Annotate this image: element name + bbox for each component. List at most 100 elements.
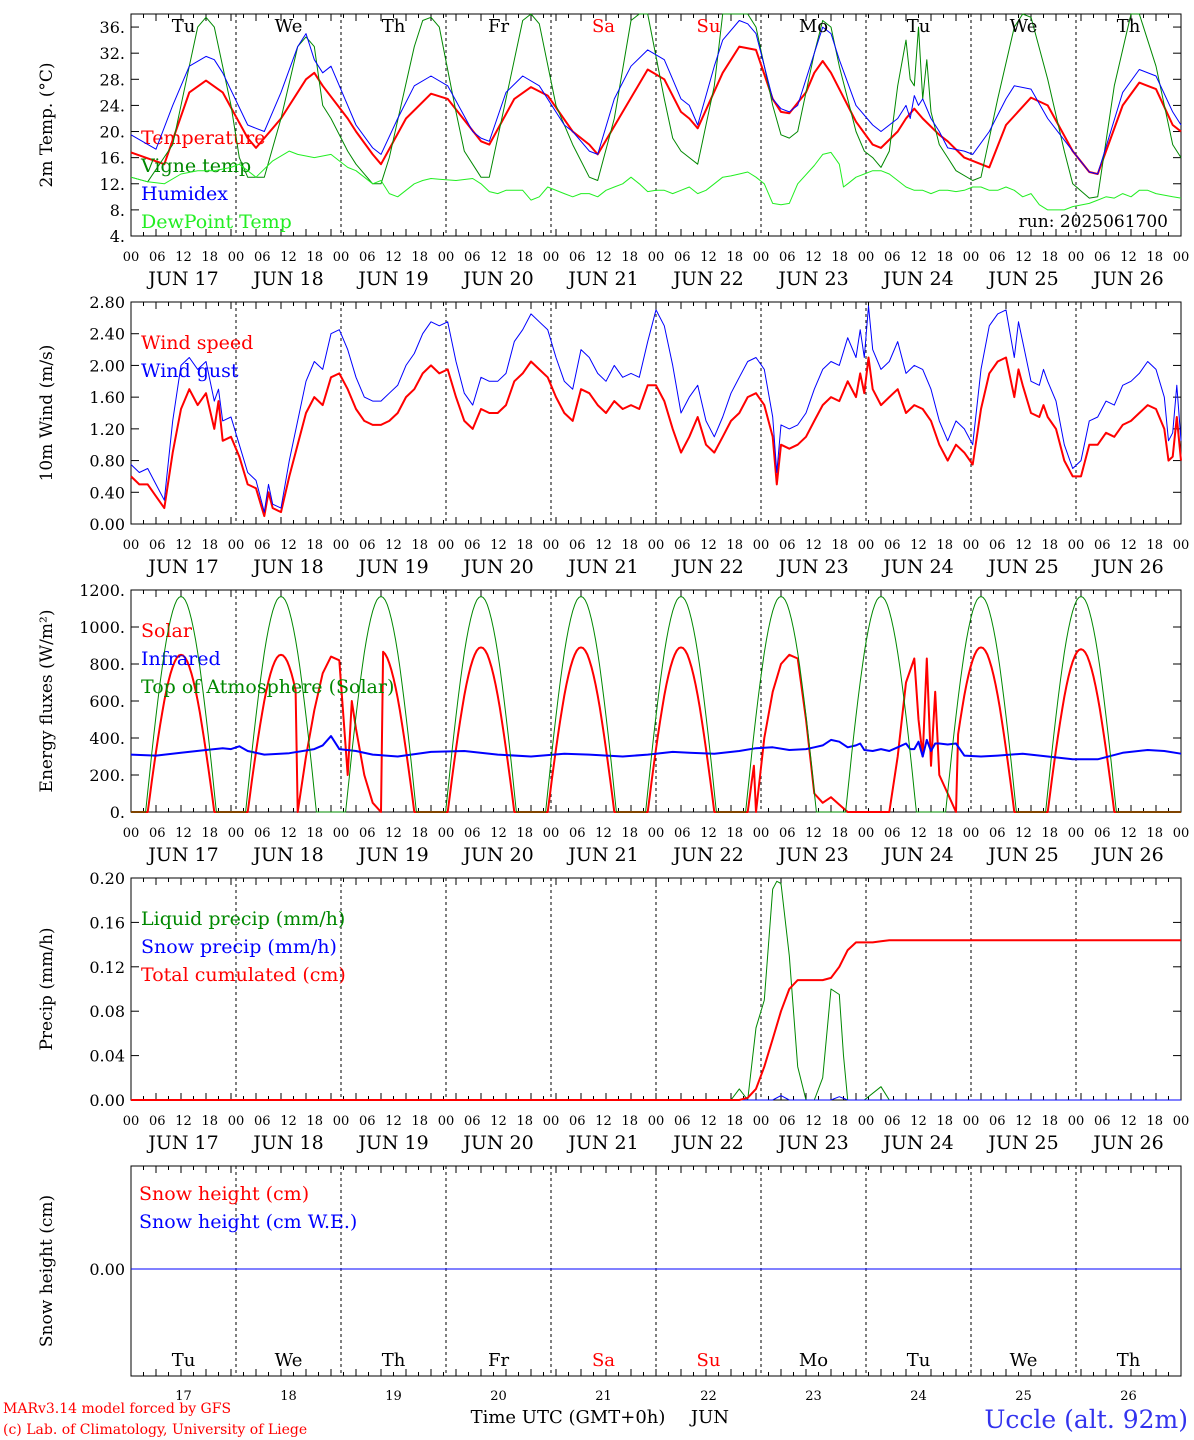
legend-entry: Snow precip (mm/h) bbox=[141, 936, 337, 958]
hour-tick-label: 12 bbox=[910, 826, 927, 841]
day-number-label: 18 bbox=[280, 1389, 297, 1404]
date-label: JUN 25 bbox=[986, 268, 1058, 290]
hour-tick-label: 00 bbox=[753, 250, 770, 265]
footer-model-line: MARv3.14 model forced by GFS bbox=[3, 1401, 231, 1417]
hour-tick-label: 06 bbox=[464, 538, 481, 553]
y-tick-label: 0.00 bbox=[89, 1091, 125, 1110]
hour-tick-label: 00 bbox=[333, 538, 350, 553]
hour-tick-label: 06 bbox=[569, 538, 586, 553]
series-line-wind-speed bbox=[130, 356, 1182, 518]
day-number-label: 23 bbox=[805, 1389, 822, 1404]
hour-tick-label: 06 bbox=[989, 826, 1006, 841]
y-tick-label: 2.80 bbox=[89, 293, 125, 312]
hour-tick-label: 06 bbox=[254, 826, 271, 841]
date-label: JUN 17 bbox=[146, 556, 218, 578]
y-tick-label: 0.40 bbox=[89, 483, 125, 502]
y-tick-label: 0.08 bbox=[89, 1002, 125, 1021]
hour-tick-label: 12 bbox=[910, 250, 927, 265]
y-tick-label: 8. bbox=[110, 201, 125, 220]
hour-tick-label: 06 bbox=[884, 826, 901, 841]
hour-tick-label: 06 bbox=[1094, 1114, 1111, 1129]
hour-tick-label: 18 bbox=[1146, 538, 1163, 553]
hour-tick-label: 12 bbox=[805, 538, 822, 553]
date-label: JUN 23 bbox=[776, 1132, 848, 1154]
date-label: JUN 23 bbox=[776, 844, 848, 866]
date-label: JUN 22 bbox=[671, 268, 743, 290]
hour-tick-label: 00 bbox=[858, 826, 875, 841]
hour-tick-label: 00 bbox=[123, 538, 140, 553]
hour-tick-label: 12 bbox=[700, 538, 717, 553]
hour-tick-label: 18 bbox=[306, 250, 323, 265]
hour-tick-label: 06 bbox=[779, 250, 796, 265]
date-label: JUN 18 bbox=[251, 1132, 323, 1154]
date-label: JUN 24 bbox=[881, 1132, 953, 1154]
day-name-label: Fr bbox=[488, 16, 509, 37]
date-label: JUN 17 bbox=[146, 1132, 218, 1154]
hour-tick-label: 06 bbox=[1094, 250, 1111, 265]
hour-tick-label: 06 bbox=[464, 250, 481, 265]
hour-tick-label: 06 bbox=[989, 1114, 1006, 1129]
hour-tick-label: 12 bbox=[385, 538, 402, 553]
day-name-label: Tu bbox=[172, 16, 196, 37]
hour-tick-label: 12 bbox=[175, 1114, 192, 1129]
hour-tick-label: 00 bbox=[543, 538, 560, 553]
hour-tick-label: 06 bbox=[674, 826, 691, 841]
hour-tick-label: 18 bbox=[621, 826, 638, 841]
y-axis-label: Precip (mm/h) bbox=[37, 927, 57, 1050]
day-number-label: 25 bbox=[1015, 1389, 1032, 1404]
date-label: JUN 19 bbox=[356, 1132, 428, 1154]
hour-tick-label: 06 bbox=[149, 1114, 166, 1129]
legend-entry: Temperature bbox=[141, 127, 265, 149]
legend-entry: Solar bbox=[141, 620, 193, 642]
hour-tick-label: 12 bbox=[175, 538, 192, 553]
hour-tick-label: 00 bbox=[1173, 826, 1190, 841]
hour-tick-label: 12 bbox=[700, 1114, 717, 1129]
day-name-label: We bbox=[275, 16, 303, 37]
series-line-solar bbox=[131, 646, 1181, 813]
hour-tick-label: 00 bbox=[1068, 250, 1085, 265]
hour-tick-label: 06 bbox=[1094, 538, 1111, 553]
hour-tick-label: 12 bbox=[700, 826, 717, 841]
chart-panel-4: 0.00 0.04 0.08 0.12 0.16 0.20 Precip (mm/h) Liq… bbox=[37, 869, 1189, 1154]
hour-tick-label: 00 bbox=[438, 250, 455, 265]
hour-tick-label: 18 bbox=[411, 538, 428, 553]
hour-tick-label: 06 bbox=[359, 538, 376, 553]
hour-tick-label: 00 bbox=[753, 826, 770, 841]
date-label: JUN 21 bbox=[566, 844, 638, 866]
hour-tick-label: 06 bbox=[359, 826, 376, 841]
date-label: JUN 20 bbox=[461, 844, 533, 866]
y-tick-label: 1.60 bbox=[89, 388, 125, 407]
date-label: JUN 19 bbox=[356, 556, 428, 578]
y-tick-label: 1.20 bbox=[89, 420, 125, 439]
hour-tick-label: 12 bbox=[490, 826, 507, 841]
legend-entry: Top of Atmosphere (Solar) bbox=[141, 676, 394, 698]
date-label: JUN 17 bbox=[146, 268, 218, 290]
day-number-label: 24 bbox=[910, 1389, 927, 1404]
hour-tick-label: 18 bbox=[201, 1114, 218, 1129]
y-tick-label: 0.04 bbox=[89, 1047, 125, 1066]
series-line-vigne-temp bbox=[130, 13, 1182, 199]
series-line-infrared bbox=[130, 735, 1182, 761]
hour-tick-label: 18 bbox=[1146, 1114, 1163, 1129]
hour-tick-label: 00 bbox=[648, 826, 665, 841]
date-label: JUN 22 bbox=[671, 1132, 743, 1154]
day-name-label: We bbox=[1010, 1350, 1038, 1371]
hour-tick-label: 12 bbox=[1015, 1114, 1032, 1129]
hour-tick-label: 06 bbox=[464, 826, 481, 841]
date-label: JUN 26 bbox=[1091, 268, 1163, 290]
hour-tick-label: 18 bbox=[726, 826, 743, 841]
hour-tick-label: 06 bbox=[254, 250, 271, 265]
series-line-top-of-atmosphere-solar bbox=[131, 596, 1181, 813]
hour-tick-label: 06 bbox=[989, 538, 1006, 553]
hour-tick-label: 06 bbox=[359, 1114, 376, 1129]
hour-tick-label: 18 bbox=[936, 538, 953, 553]
legend-entry: Snow height (cm) bbox=[139, 1183, 309, 1205]
hour-tick-label: 00 bbox=[543, 1114, 560, 1129]
hour-tick-label: 18 bbox=[831, 538, 848, 553]
hour-tick-label: 12 bbox=[1015, 826, 1032, 841]
y-axis-label: Snow height (cm) bbox=[37, 1195, 57, 1347]
hour-tick-label: 06 bbox=[569, 1114, 586, 1129]
hour-tick-label: 00 bbox=[438, 538, 455, 553]
y-tick-label: 20. bbox=[100, 123, 125, 142]
hour-tick-label: 18 bbox=[201, 538, 218, 553]
